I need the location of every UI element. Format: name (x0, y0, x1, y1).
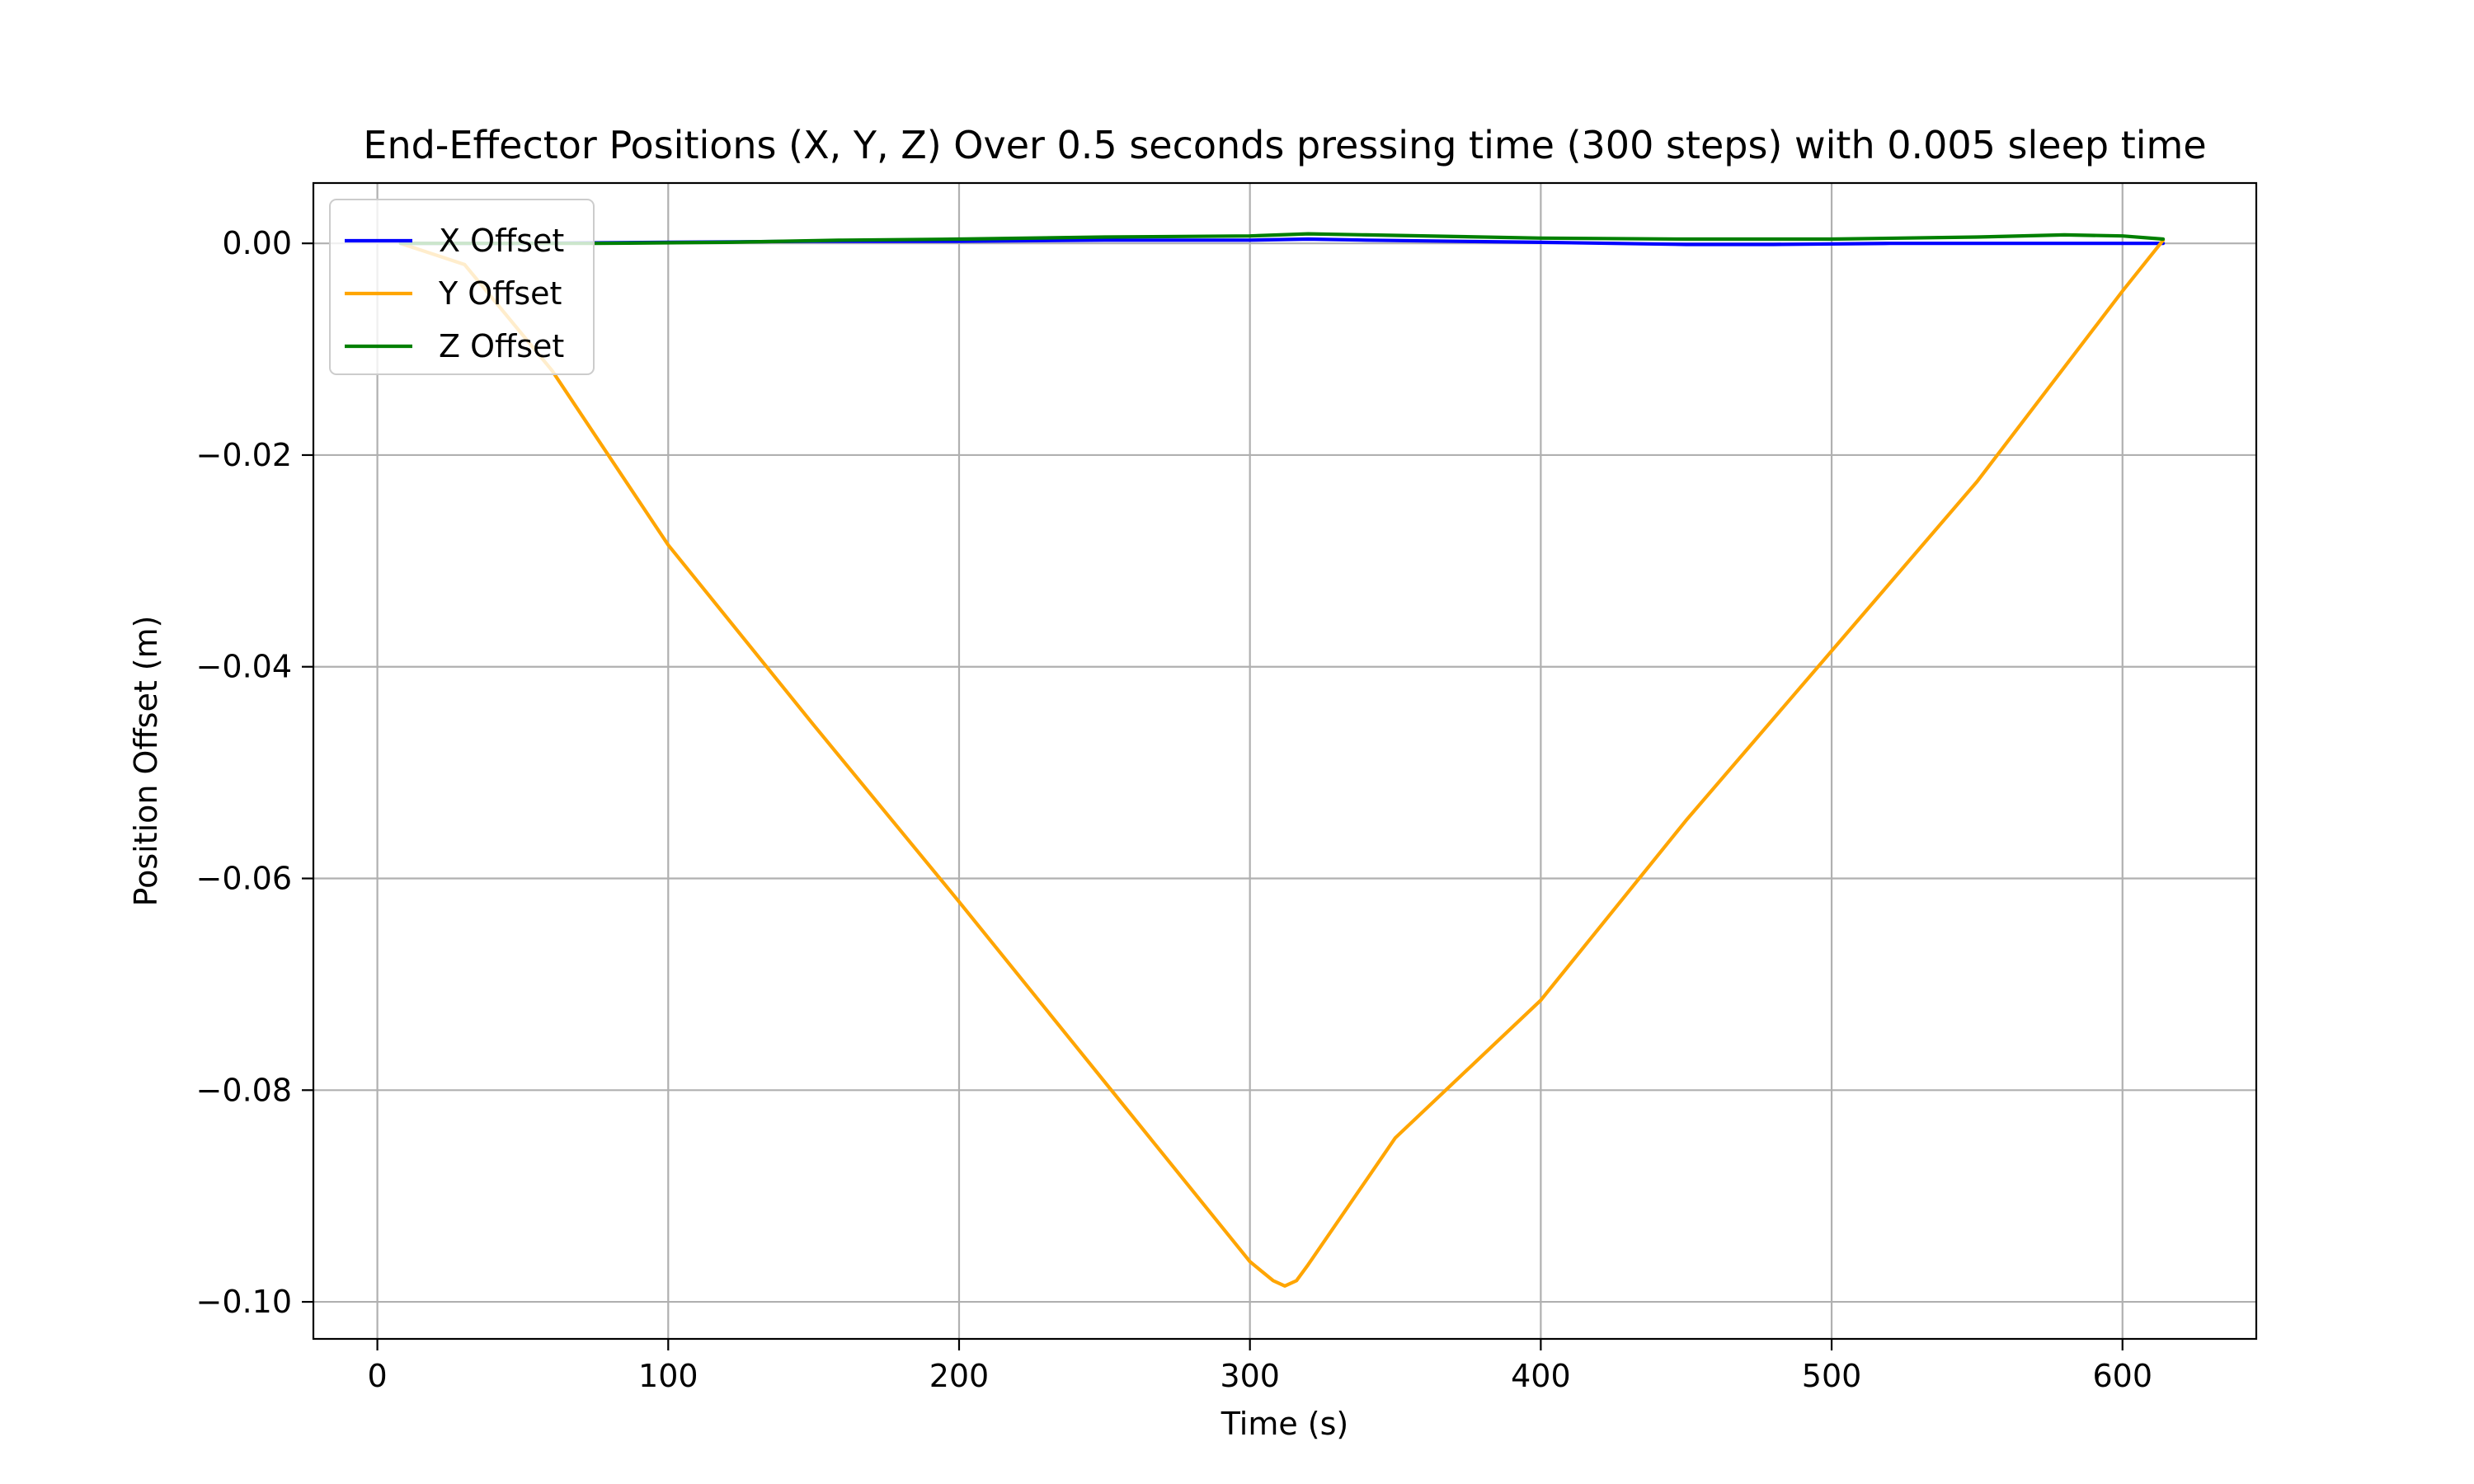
y-axis-label: Position Offset (m) (128, 616, 164, 907)
x-tick-label: 0 (367, 1358, 387, 1394)
series-line-z-offset (398, 232, 2166, 246)
x-tick-label: 200 (929, 1358, 990, 1394)
x-tick-label: 300 (1220, 1358, 1280, 1394)
series-lines (398, 232, 2166, 1288)
ticks: 0 100 200 300 400 500 600 0.00 −0.02 −0.04 −0.06 −0… (196, 225, 2152, 1394)
x-tick-label: 600 (2092, 1358, 2152, 1394)
x-tick-label: 400 (1511, 1358, 1571, 1394)
y-tick-label: −0.06 (196, 861, 292, 897)
y-tick-label: −0.08 (196, 1072, 292, 1108)
chart-title: End-Effector Positions (X, Y, Z) Over 0.… (363, 123, 2206, 167)
x-tick-label: 500 (1802, 1358, 1862, 1394)
legend-label: X Offset (439, 223, 564, 259)
x-tick-label: 100 (638, 1358, 698, 1394)
legend: X Offset Y Offset Z Offset (329, 199, 595, 375)
y-tick-label: −0.10 (196, 1284, 292, 1320)
y-tick-label: −0.02 (196, 437, 292, 473)
legend-box (329, 199, 595, 375)
legend-label: Z Offset (439, 328, 564, 364)
legend-label: Y Offset (438, 275, 562, 312)
y-tick-label: −0.04 (196, 649, 292, 685)
axes-frame (312, 181, 2258, 1341)
x-axis-label: Time (s) (1221, 1406, 1349, 1442)
series-line-y-offset (398, 238, 2166, 1288)
y-tick-label: 0.00 (222, 225, 292, 261)
